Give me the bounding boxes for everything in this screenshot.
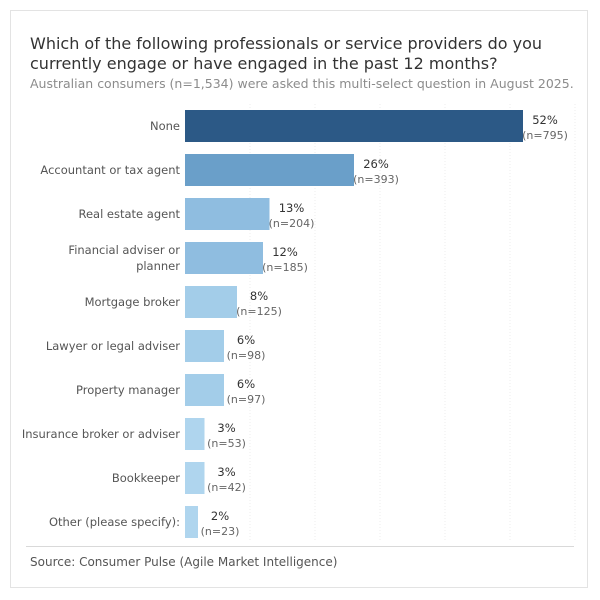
category-label: Insurance broker or adviser bbox=[22, 427, 180, 441]
count-label: (n=98) bbox=[227, 349, 266, 362]
category-label: Bookkeeper bbox=[112, 471, 180, 485]
bar bbox=[185, 506, 198, 538]
chart-frame bbox=[10, 10, 588, 588]
category-label-line: Mortgage broker bbox=[85, 295, 181, 309]
count-label: (n=393) bbox=[353, 173, 399, 186]
category-label: None bbox=[150, 119, 180, 133]
count-label: (n=185) bbox=[262, 261, 308, 274]
category-label-line: Insurance broker or adviser bbox=[22, 427, 180, 441]
count-label: (n=204) bbox=[269, 217, 315, 230]
category-label-line: Other (please specify): bbox=[49, 515, 180, 529]
bar bbox=[185, 286, 237, 318]
bar bbox=[185, 374, 224, 406]
value-label: 52% bbox=[532, 113, 558, 127]
category-label: Financial adviser or planner bbox=[68, 243, 180, 273]
value-label: 13% bbox=[279, 201, 305, 215]
value-label: 3% bbox=[217, 465, 235, 479]
value-label: 6% bbox=[237, 333, 255, 347]
value-label: 26% bbox=[363, 157, 389, 171]
value-label: 3% bbox=[217, 421, 235, 435]
count-label: (n=42) bbox=[207, 481, 246, 494]
bar bbox=[185, 242, 263, 274]
count-label: (n=795) bbox=[522, 129, 568, 142]
category-label-line: Real estate agent bbox=[78, 207, 180, 221]
value-label: 6% bbox=[237, 377, 255, 391]
count-label: (n=125) bbox=[236, 305, 282, 318]
category-label-line: Accountant or tax agent bbox=[40, 163, 180, 177]
category-label-line: Financial adviser or bbox=[68, 243, 180, 257]
category-label-line: Lawyer or legal adviser bbox=[46, 339, 180, 353]
count-label: (n=23) bbox=[201, 525, 240, 538]
source-note: Source: Consumer Pulse (Agile Market Int… bbox=[30, 555, 338, 569]
category-label: Accountant or tax agent bbox=[40, 163, 180, 177]
category-label: Real estate agent bbox=[78, 207, 180, 221]
bar bbox=[185, 330, 224, 362]
count-label: (n=53) bbox=[207, 437, 246, 450]
chart-subtitle: Australian consumers (n=1,534) were aske… bbox=[30, 76, 574, 91]
category-label: Other (please specify): bbox=[49, 515, 180, 529]
category-label: Lawyer or legal adviser bbox=[46, 339, 180, 353]
bar bbox=[185, 418, 205, 450]
category-label-line: Property manager bbox=[76, 383, 180, 397]
value-label: 8% bbox=[250, 289, 268, 303]
bar bbox=[185, 110, 523, 142]
bar bbox=[185, 198, 270, 230]
chart-title: Which of the following professionals or … bbox=[30, 34, 543, 73]
value-label: 12% bbox=[272, 245, 298, 259]
category-label-line: Bookkeeper bbox=[112, 471, 180, 485]
count-label: (n=97) bbox=[227, 393, 266, 406]
category-label-line: None bbox=[150, 119, 180, 133]
category-label: Mortgage broker bbox=[85, 295, 181, 309]
bar bbox=[185, 462, 205, 494]
category-label-line: planner bbox=[136, 259, 180, 273]
footer-divider bbox=[26, 546, 574, 547]
category-label: Property manager bbox=[76, 383, 180, 397]
bar bbox=[185, 154, 354, 186]
value-label: 2% bbox=[211, 509, 229, 523]
